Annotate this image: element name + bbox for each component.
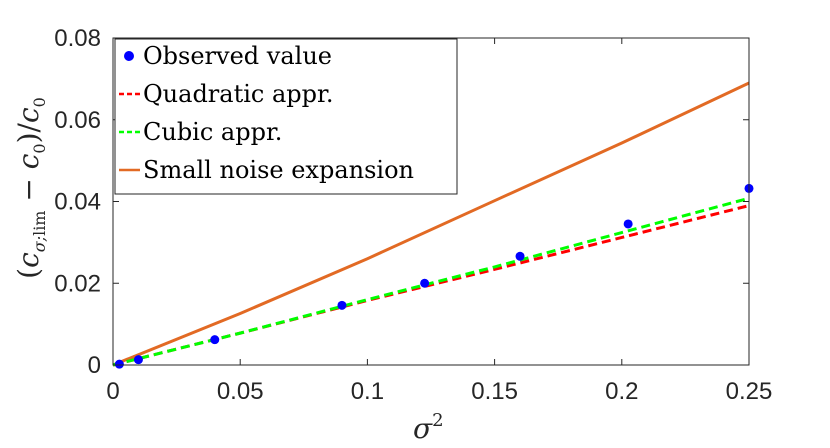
x-axis-label: σ2: [413, 410, 444, 445]
quadratic-appr-line: [112, 204, 750, 367]
small-noise-expansion-line: [112, 81, 750, 367]
observed-point: [114, 359, 124, 369]
legend-label: Quadratic appr.: [143, 80, 333, 108]
x-tick-label: 0: [106, 378, 119, 405]
observed-point: [337, 300, 347, 310]
x-tick-label: 0.2: [605, 378, 638, 405]
cubic-appr-line: [112, 196, 750, 367]
y-tick-label: 0: [88, 352, 101, 379]
y-tick-label: 0.04: [54, 189, 101, 216]
y-axis-label: (cσ;lim − c0)/c0: [12, 97, 49, 279]
observed-point: [515, 251, 525, 261]
observed-point: [133, 355, 143, 365]
x-tick-label: 0.15: [471, 378, 518, 405]
legend: Observed value Quadratic appr. Cubic appr.…: [114, 38, 458, 195]
observed-point: [623, 219, 633, 229]
x-tick-label: 0.25: [726, 378, 773, 405]
legend-label: Cubic appr.: [143, 118, 282, 146]
observed-point: [210, 335, 220, 345]
y-tick-label: 0.02: [54, 270, 101, 297]
y-tick-label: 0.08: [54, 25, 101, 52]
y-tick-label: 0.06: [54, 107, 101, 134]
observed-point: [420, 278, 430, 288]
legend-box: [114, 38, 458, 195]
x-tick-label: 0.05: [217, 378, 264, 405]
legend-marker: [124, 51, 134, 61]
x-tick-label: 0.1: [351, 378, 384, 405]
legend-label: Small noise expansion: [143, 156, 414, 184]
legend-label: Observed value: [143, 42, 332, 70]
